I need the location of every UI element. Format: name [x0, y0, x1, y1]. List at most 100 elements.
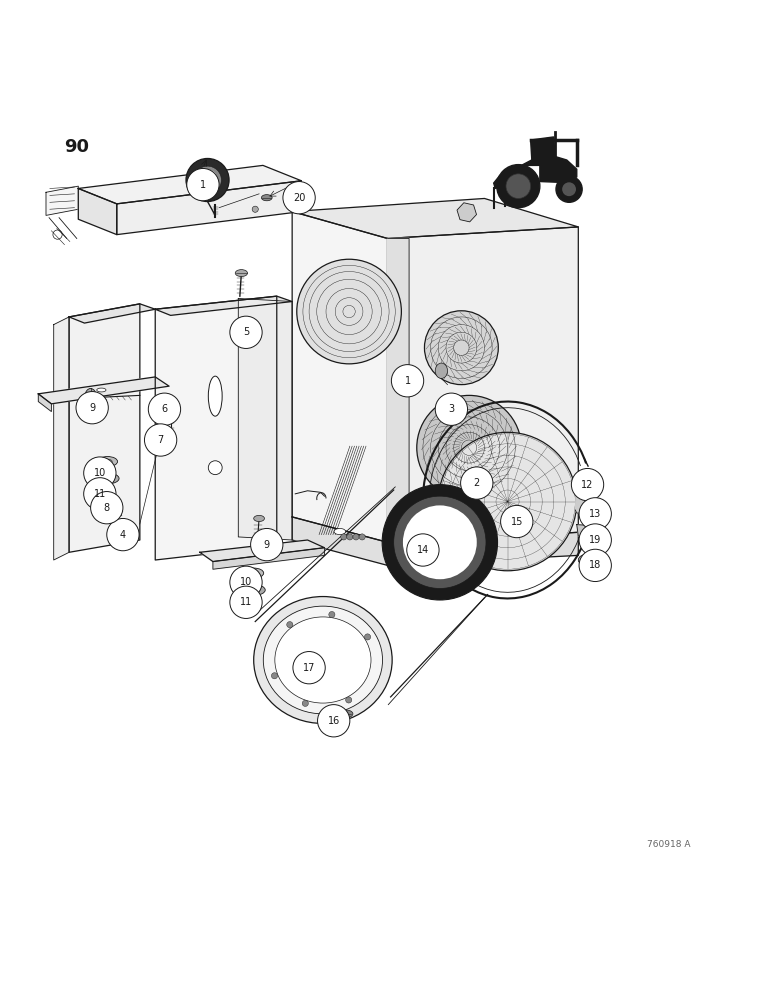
Circle shape	[230, 316, 262, 348]
Polygon shape	[46, 186, 78, 215]
Circle shape	[283, 182, 315, 214]
Circle shape	[329, 611, 335, 618]
Ellipse shape	[262, 195, 273, 201]
Circle shape	[90, 492, 123, 524]
Polygon shape	[155, 296, 277, 560]
Text: 9: 9	[89, 403, 95, 413]
Text: 7: 7	[157, 435, 164, 445]
Circle shape	[186, 158, 229, 202]
Ellipse shape	[103, 476, 112, 481]
Ellipse shape	[96, 473, 119, 484]
Polygon shape	[493, 175, 507, 188]
Polygon shape	[78, 165, 301, 204]
Ellipse shape	[96, 388, 106, 392]
Circle shape	[579, 498, 611, 530]
Ellipse shape	[244, 568, 264, 578]
Circle shape	[286, 622, 293, 628]
Circle shape	[296, 259, 401, 364]
Circle shape	[107, 518, 139, 551]
Circle shape	[500, 505, 533, 538]
Text: 4: 4	[120, 530, 126, 540]
Text: 10: 10	[93, 468, 106, 478]
Circle shape	[201, 170, 217, 185]
Circle shape	[317, 705, 350, 737]
Text: 12: 12	[581, 480, 594, 490]
Ellipse shape	[263, 606, 383, 714]
Polygon shape	[388, 532, 578, 565]
Circle shape	[496, 165, 540, 208]
Circle shape	[425, 311, 498, 385]
Polygon shape	[155, 296, 292, 315]
Text: 17: 17	[303, 663, 315, 673]
Circle shape	[208, 461, 222, 475]
Ellipse shape	[167, 406, 174, 412]
Circle shape	[562, 182, 576, 196]
Ellipse shape	[97, 457, 117, 467]
Circle shape	[403, 505, 477, 579]
Circle shape	[417, 395, 521, 500]
Text: 90: 90	[65, 138, 90, 156]
Circle shape	[571, 468, 604, 501]
Polygon shape	[200, 540, 324, 562]
Polygon shape	[388, 238, 409, 542]
Polygon shape	[54, 317, 69, 560]
Ellipse shape	[208, 376, 222, 416]
Ellipse shape	[249, 571, 259, 575]
Circle shape	[506, 174, 530, 198]
Circle shape	[230, 586, 262, 618]
Circle shape	[353, 534, 359, 540]
Ellipse shape	[583, 557, 592, 563]
Circle shape	[391, 365, 424, 397]
Circle shape	[302, 700, 308, 706]
Text: 2: 2	[474, 478, 480, 488]
Circle shape	[579, 524, 611, 556]
Circle shape	[340, 534, 347, 540]
Circle shape	[364, 634, 371, 640]
Text: 11: 11	[93, 489, 106, 499]
Circle shape	[251, 528, 283, 561]
Circle shape	[347, 534, 353, 540]
Ellipse shape	[339, 710, 353, 718]
Circle shape	[461, 467, 493, 499]
Polygon shape	[575, 492, 594, 513]
Polygon shape	[292, 212, 388, 542]
Text: 8: 8	[103, 503, 110, 513]
Text: 5: 5	[243, 327, 249, 337]
Circle shape	[394, 496, 486, 588]
Text: 760918 A: 760918 A	[648, 840, 691, 849]
Text: 3: 3	[449, 404, 455, 414]
Ellipse shape	[334, 528, 346, 535]
Circle shape	[407, 534, 439, 566]
Circle shape	[346, 697, 352, 703]
Polygon shape	[530, 137, 555, 165]
Circle shape	[579, 549, 611, 582]
Polygon shape	[39, 377, 169, 404]
Ellipse shape	[578, 554, 597, 566]
Ellipse shape	[435, 363, 448, 378]
Circle shape	[435, 393, 468, 425]
Polygon shape	[239, 298, 292, 540]
Text: 10: 10	[240, 577, 252, 587]
Ellipse shape	[103, 459, 112, 464]
Text: 16: 16	[327, 716, 340, 726]
Polygon shape	[39, 394, 52, 412]
Text: 9: 9	[264, 540, 270, 550]
Circle shape	[83, 478, 116, 510]
Ellipse shape	[254, 515, 265, 522]
Text: 18: 18	[589, 560, 601, 570]
Polygon shape	[69, 304, 155, 323]
Ellipse shape	[249, 588, 259, 592]
Text: 1: 1	[200, 180, 206, 190]
Text: 1: 1	[405, 376, 411, 386]
Polygon shape	[292, 517, 388, 565]
Circle shape	[76, 392, 108, 424]
Text: 15: 15	[510, 517, 523, 527]
Ellipse shape	[254, 597, 392, 723]
Polygon shape	[78, 188, 117, 235]
Ellipse shape	[242, 585, 266, 595]
Ellipse shape	[85, 388, 96, 405]
Circle shape	[144, 424, 177, 456]
Text: 20: 20	[293, 193, 305, 203]
Circle shape	[148, 393, 181, 425]
Polygon shape	[388, 227, 578, 542]
